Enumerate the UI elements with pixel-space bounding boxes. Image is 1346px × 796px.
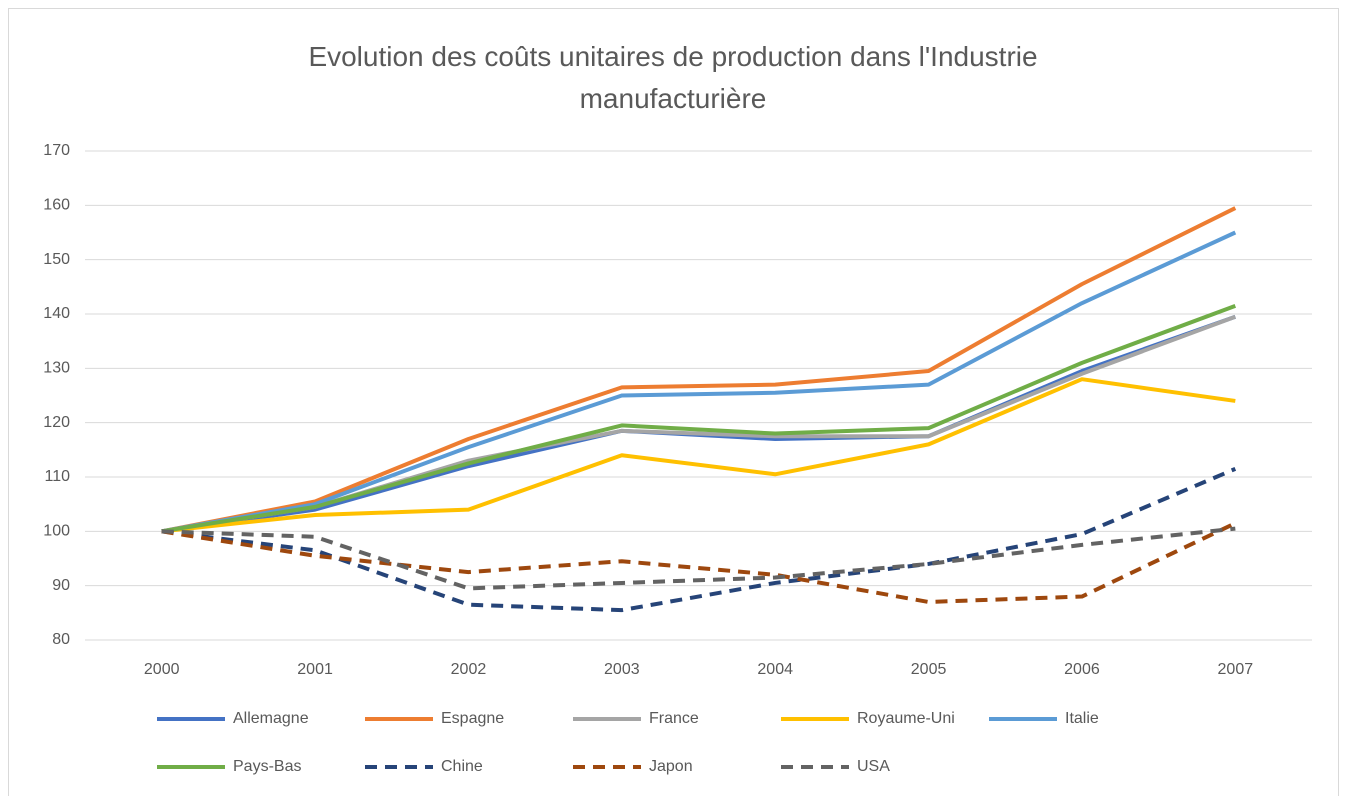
x-tick-label: 2001 [297, 661, 333, 678]
x-tick-label: 2002 [451, 661, 487, 678]
chart-title: Evolution des coûts unitaires de product… [308, 41, 1038, 114]
legend-label: Espagne [441, 710, 504, 727]
y-tick-label: 130 [43, 360, 70, 377]
series-line [161, 526, 1236, 591]
series-line [161, 206, 1237, 534]
x-tick-label: 2003 [604, 661, 640, 678]
legend-label: Japon [649, 758, 693, 775]
y-tick-label: 140 [43, 305, 70, 322]
legend-label: Chine [441, 758, 483, 775]
legend-label: France [649, 710, 699, 727]
legend-label: Allemagne [233, 710, 309, 727]
series-line [161, 521, 1237, 604]
y-tick-label: 100 [43, 523, 70, 540]
x-tick-label: 2007 [1218, 661, 1254, 678]
y-tick-label: 90 [52, 577, 70, 594]
y-tick-label: 80 [52, 631, 70, 648]
x-tick-label: 2006 [1064, 661, 1100, 678]
y-tick-label: 170 [43, 142, 70, 159]
series-line [161, 303, 1237, 534]
y-tick-label: 160 [43, 197, 70, 214]
series-line [161, 377, 1236, 534]
y-tick-label: 120 [43, 414, 70, 431]
series-line [161, 230, 1237, 534]
legend-label: Pays-Bas [233, 758, 301, 775]
chart-border [8, 8, 1339, 796]
x-tick-label: 2005 [911, 661, 947, 678]
x-tick-label: 2004 [757, 661, 793, 678]
y-tick-label: 150 [43, 251, 70, 268]
legend-label: Italie [1065, 710, 1099, 727]
x-tick-label: 2000 [144, 661, 180, 678]
legend-label: USA [857, 758, 890, 775]
legend-label: Royaume-Uni [857, 710, 955, 727]
y-tick-label: 110 [44, 468, 70, 485]
